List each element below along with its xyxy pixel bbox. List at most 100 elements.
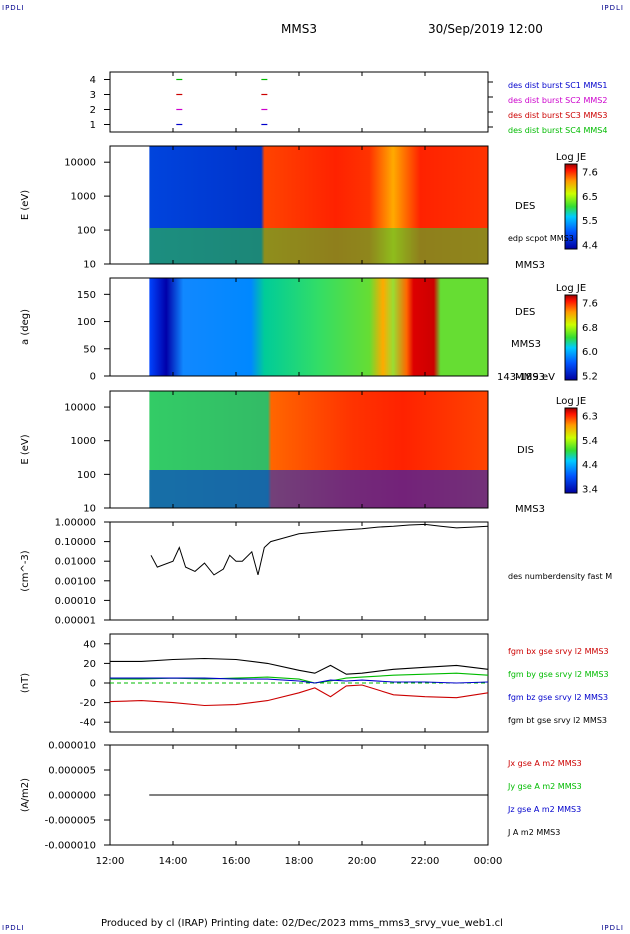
- corner-label-bottom-left: IPDLI: [2, 924, 25, 932]
- dis_energy-sc-label: MMS3: [515, 504, 545, 515]
- datetime-title: 30/Sep/2019 12:00: [428, 22, 543, 36]
- des_pitch-ytick-label: 100: [77, 317, 96, 328]
- density-ytick-label: 0.10000: [55, 537, 96, 548]
- des_pitch-colorbar: [564, 294, 578, 381]
- bfield-ytick-label: 40: [83, 639, 96, 650]
- dis_energy-colorbar-tick: 3.4: [582, 485, 598, 496]
- dis_energy-ytick-label: 10: [83, 504, 96, 515]
- availability-ytick-label: 2: [90, 105, 96, 116]
- des_pitch-ytick-label: 50: [83, 344, 96, 355]
- bfield-series-line: [109, 684, 489, 707]
- des-pitch-instrument-label: DES: [515, 307, 535, 318]
- density-frame: [109, 521, 489, 621]
- des_energy-colorbar-tick: 5.5: [582, 216, 598, 227]
- des_energy-sc-label: MMS3: [515, 260, 545, 271]
- des_pitch-sc-label: MMS3: [515, 372, 545, 383]
- bfield-legend-entry: fgm by gse srvy l2 MMS3: [508, 670, 609, 679]
- density-ytick-label: 0.00100: [55, 576, 96, 587]
- spacecraft-title: MMS3: [281, 22, 317, 36]
- des_energy-ytick-label: 1000: [71, 192, 96, 203]
- density-ytick-label: 1.00000: [55, 518, 96, 529]
- current-legend-entry: Jx gse A m2 MMS3: [507, 759, 582, 768]
- density-ylabel: (cm^-3): [20, 550, 31, 591]
- availability-legend-entry: des dist burst SC1 MMS1: [508, 81, 607, 90]
- dis_energy-colorbar: [564, 407, 578, 494]
- current-legend-entry: Jz gse A m2 MMS3: [507, 805, 581, 814]
- des_pitch-spectrogram: [149, 278, 488, 376]
- availability-ytick-label: 4: [90, 75, 96, 86]
- des-pitch-energy-label: 143-189 eV: [497, 372, 555, 383]
- footer-text: Produced by cl (IRAP) Printing date: 02/…: [101, 918, 503, 929]
- availability-ytick-label: 1: [90, 120, 96, 131]
- dis_energy-ytick-label: 10000: [64, 403, 96, 414]
- des_pitch-colorbar-tick: 6.0: [582, 347, 598, 358]
- des-energy-instrument-label: DES: [515, 201, 535, 212]
- des_pitch-ylabel: a (deg): [20, 309, 31, 345]
- bfield-ytick-label: 0: [90, 679, 96, 690]
- current-ytick-label: -0.000005: [45, 816, 96, 827]
- time-tick-label: 18:00: [285, 856, 314, 867]
- dis-energy-instrument-label: DIS: [517, 445, 534, 456]
- availability-legend-entry: des dist burst SC2 MMS2: [508, 96, 607, 105]
- current-ylabel: (A/m2): [20, 778, 31, 812]
- des_energy-colorbar-title: Log JE: [556, 152, 586, 163]
- current-ytick-label: -0.000010: [45, 841, 96, 852]
- current-ytick-label: 0.000000: [48, 791, 96, 802]
- des_energy-colorbar-tick: 6.5: [582, 192, 598, 203]
- dis_energy-ytick-label: 1000: [71, 436, 96, 447]
- density-ytick-label: 0.00010: [55, 596, 96, 607]
- bfield-legend-entry: fgm bx gse srvy l2 MMS3: [508, 647, 609, 656]
- des_energy-ytick-label: 10000: [64, 158, 96, 169]
- density-ytick-label: 0.01000: [55, 557, 96, 568]
- bfield-legend-entry: fgm bt gse srvy l2 MMS3: [508, 716, 607, 725]
- des_energy-colorbar: [564, 163, 578, 250]
- availability-ytick-label: 3: [90, 90, 96, 101]
- availability-frame: [109, 71, 489, 133]
- availability-legend-entry: des dist burst SC3 MMS3: [508, 111, 607, 120]
- bfield-series-line: [110, 657, 489, 675]
- des_energy-colorbar-tick: 7.6: [582, 168, 598, 179]
- current-legend-entry: Jy gse A m2 MMS3: [507, 782, 582, 791]
- dis_energy-colorbar-tick: 4.4: [582, 460, 598, 471]
- dis_energy-colorbar-tick: 5.4: [582, 436, 598, 447]
- dis_energy-spectrogram-band: [149, 470, 488, 508]
- des_energy-colorbar-tick: 4.4: [582, 241, 598, 252]
- des_pitch-colorbar-tick: 7.6: [582, 299, 598, 310]
- current-ytick-label: 0.000010: [48, 741, 96, 752]
- bfield-series-line: [110, 677, 489, 684]
- availability-legend-entry: des dist burst SC4 MMS4: [508, 126, 607, 135]
- dis_energy-colorbar-tick: 6.3: [582, 412, 598, 423]
- des-pitch-sc-label: MMS3: [511, 339, 541, 350]
- bfield-ytick-label: -40: [80, 718, 96, 729]
- des_energy-spectrogram-band: [149, 228, 488, 264]
- current-legend-entry: J A m2 MMS3: [507, 828, 560, 837]
- des_pitch-colorbar-tick: 5.2: [582, 372, 598, 383]
- des_pitch-colorbar-tick: 6.8: [582, 323, 598, 334]
- density-series-line: [150, 523, 489, 576]
- corner-label-bottom-right: IPDLI: [601, 924, 624, 932]
- des_energy-ytick-label: 10: [83, 260, 96, 271]
- dis_energy-ylabel: E (eV): [20, 434, 31, 464]
- time-tick-label: 00:00: [474, 856, 503, 867]
- density-legend: des numberdensity fast M: [508, 572, 612, 581]
- bfield-ylabel: (nT): [20, 673, 31, 693]
- time-tick-label: 14:00: [159, 856, 188, 867]
- time-tick-label: 22:00: [411, 856, 440, 867]
- time-tick-label: 12:00: [96, 856, 125, 867]
- corner-label-top-right: IPDLI: [601, 4, 624, 12]
- des_pitch-colorbar-title: Log JE: [556, 283, 586, 294]
- bfield-ytick-label: -20: [80, 698, 96, 709]
- bfield-legend-entry: fgm bz gse srvy l2 MMS3: [508, 693, 608, 702]
- bfield-ytick-label: 20: [83, 659, 96, 670]
- dis_energy-ytick-label: 100: [77, 470, 96, 481]
- figure-canvas: 4 3 2 1 des dist burst SC1 MMS1 des dist burs…: [20, 71, 612, 867]
- corner-label-top-left: IPDLI: [2, 4, 25, 12]
- des-energy-overlay-label: edp scpot MMS3: [508, 234, 574, 243]
- current-ytick-label: 0.000005: [48, 766, 96, 777]
- des_pitch-ytick-label: 0: [90, 372, 96, 383]
- dis_energy-colorbar-title: Log JE: [556, 396, 586, 407]
- time-tick-label: 16:00: [222, 856, 251, 867]
- des_pitch-ytick-label: 150: [77, 290, 96, 301]
- density-ytick-label: 0.00001: [55, 616, 96, 627]
- des_energy-ytick-label: 100: [77, 226, 96, 237]
